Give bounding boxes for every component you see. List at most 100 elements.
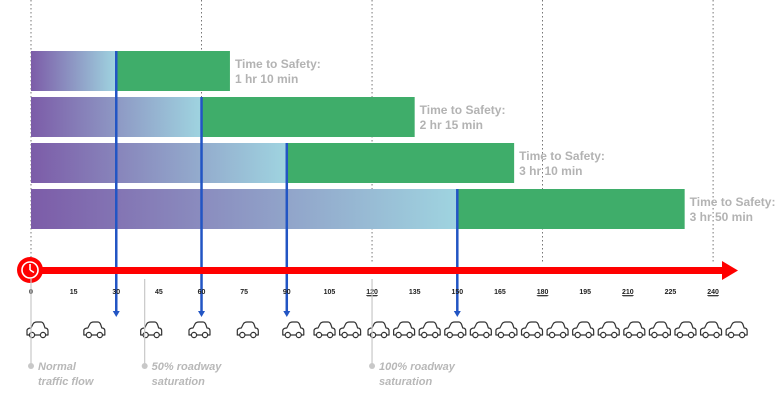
bar-label-duration: 1 hr 10 min (235, 72, 298, 86)
car-body (546, 321, 569, 336)
traffic-label-line2: traffic flow (38, 376, 95, 388)
car-body (393, 321, 416, 336)
bar-green-segment (286, 143, 515, 183)
car-body (623, 321, 646, 336)
car-wheel (611, 331, 618, 339)
car-wheel (457, 331, 464, 339)
car-wheel (559, 331, 567, 339)
bar-green-segment (201, 97, 415, 137)
car-wheel (508, 331, 516, 339)
car-icon (725, 321, 748, 339)
car-wheel (239, 331, 246, 339)
bar-label-duration: 3 hr 10 min (519, 164, 582, 178)
tick-label: 180 (537, 289, 549, 296)
car-wheel (406, 331, 413, 339)
tick-label: 195 (579, 289, 591, 296)
car-body (26, 321, 49, 336)
car-icon (572, 321, 595, 339)
car-icon (26, 321, 49, 339)
traffic-label-line1: Normal (38, 361, 77, 373)
clock-rim (21, 261, 39, 279)
car-wheel (153, 331, 160, 339)
car-wheel (676, 331, 684, 339)
car-wheel (395, 331, 402, 339)
car-icon (236, 321, 259, 339)
marker-arrowhead (283, 311, 291, 317)
tick-label: 45 (155, 289, 163, 296)
tick-label: 75 (240, 289, 248, 296)
tick-label: 210 (622, 289, 634, 296)
car-icon (367, 321, 390, 339)
car-body (418, 321, 441, 336)
car-body (597, 321, 620, 336)
car-wheel (738, 331, 746, 339)
tick-label: 135 (409, 289, 421, 296)
car-icon (597, 321, 620, 339)
car-icon (188, 321, 211, 339)
car-wheel (420, 331, 428, 339)
car-body (674, 321, 697, 336)
car-wheel (472, 331, 479, 339)
bar-green-segment (457, 189, 685, 229)
bar-label-title: Time to Safety: (690, 195, 776, 209)
car-icon (282, 321, 305, 339)
car-wheel (548, 331, 556, 339)
car-body (699, 321, 723, 336)
car-wheel (28, 331, 36, 339)
bar-label-duration: 3 hr 50 min (690, 210, 753, 224)
leader-dot (28, 363, 34, 369)
bar-label-duration: 2 hr 15 min (420, 118, 483, 132)
car-wheel (446, 331, 453, 339)
car-icon (444, 321, 467, 339)
car-icon (674, 321, 697, 339)
tick-label: 165 (494, 289, 506, 296)
car-icon (623, 321, 646, 339)
tick-label: 240 (707, 289, 719, 296)
traffic-label-line1: 100% roadway (379, 361, 456, 373)
car-icon (546, 321, 569, 339)
bar-label-title: Time to Safety: (235, 57, 321, 71)
traffic-label-line2: saturation (152, 376, 205, 388)
car-icon (648, 321, 671, 339)
car-body (188, 321, 211, 336)
car-icon (83, 321, 106, 339)
car-wheel (326, 331, 334, 339)
tick-label: 90 (283, 289, 291, 296)
car-icon (495, 321, 518, 339)
car-wheel (250, 331, 257, 339)
car-wheel (662, 331, 669, 339)
car-wheel (636, 331, 644, 339)
car-wheel (142, 331, 149, 339)
car-icon (313, 321, 336, 339)
car-wheel (523, 331, 530, 339)
car-body (469, 321, 492, 336)
bar-gradient-segment (31, 143, 287, 183)
bar-gradient-segment (31, 189, 458, 229)
leader-dot (141, 363, 148, 369)
car-body (495, 321, 518, 336)
car-wheel (585, 331, 592, 339)
car-body (444, 321, 467, 336)
timeline-arrow-shaft (40, 267, 724, 274)
car-body (140, 321, 163, 336)
traffic-cars (26, 321, 748, 339)
car-icon (339, 321, 362, 339)
traffic-label-line1: 50% roadway (152, 361, 223, 373)
car-wheel (352, 331, 359, 339)
car-body (236, 321, 259, 336)
car-wheel (190, 331, 198, 339)
tick-label: 30 (112, 289, 120, 296)
car-wheel (380, 331, 388, 339)
car-body (339, 321, 362, 336)
traffic-labels: Normal traffic flow 50% roadway saturation 1… (28, 279, 456, 388)
car-wheel (713, 331, 720, 339)
car-wheel (431, 331, 439, 339)
car-wheel (284, 331, 291, 339)
car-wheel (574, 331, 581, 339)
timeline-ticks: 0153045607590105120135150165180195210225… (29, 289, 719, 297)
car-wheel (600, 331, 607, 339)
car-body (572, 321, 595, 336)
marker-arrowhead (112, 311, 120, 317)
car-wheel (651, 331, 658, 339)
